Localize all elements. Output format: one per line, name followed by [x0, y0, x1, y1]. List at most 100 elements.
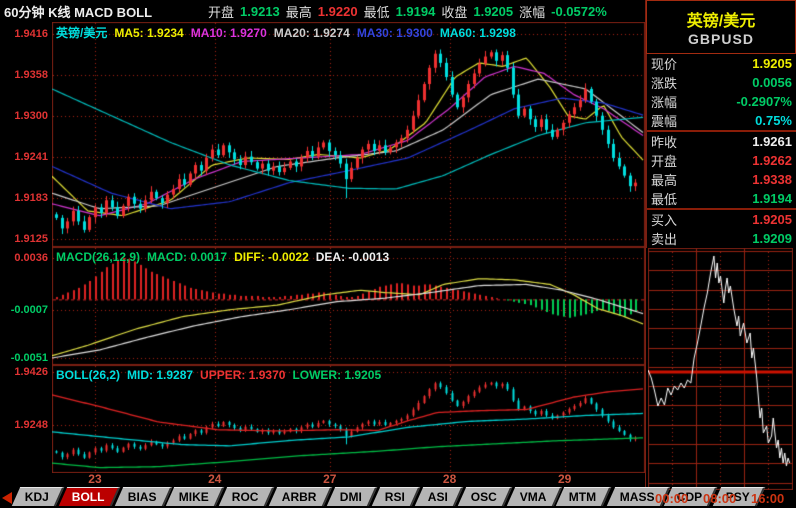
quote-row-label: 最高	[651, 173, 678, 188]
quote-row-label: 昨收	[651, 135, 678, 150]
tab-scroll-left-icon[interactable]	[2, 492, 12, 504]
boll-indicator-chart[interactable]	[52, 365, 645, 473]
quote-row-4: 昨收 1.9261	[647, 132, 796, 151]
quote-row-2: 涨幅 -0.2907%	[647, 92, 796, 111]
x-axis-label-24: 24	[208, 472, 222, 486]
quote-row-value: 1.9205	[752, 56, 792, 71]
tab-boll[interactable]: BOLL	[58, 487, 120, 506]
quote-row-7: 最低 1.9194	[647, 189, 796, 210]
axis-tick-label: 1.9183	[14, 192, 48, 204]
topbar-stat-value-4: -0.0572%	[551, 3, 607, 19]
tab-asi[interactable]: ASI	[414, 487, 463, 506]
macdLegend-item-3: DEA: -0.0013	[315, 250, 390, 264]
quote-header: 英镑/美元 GBPUSD	[646, 0, 796, 54]
quote-row-value: 1.9194	[752, 191, 792, 206]
macdLegend-item-2: DIFF: -0.0022	[234, 250, 309, 264]
quote-row-label: 买入	[651, 213, 678, 228]
topbar-stat-value-3: 1.9205	[473, 3, 514, 19]
quote-row-value: 1.9262	[752, 153, 792, 168]
tab-roc[interactable]: ROC	[219, 487, 275, 506]
tab-vma[interactable]: VMA	[506, 487, 562, 506]
instrument-symbol: GBPUSD	[688, 31, 754, 47]
tab-arbr[interactable]: ARBR	[268, 487, 332, 506]
quote-row-label: 涨幅	[651, 95, 678, 110]
axis-tick-label: 1.9300	[14, 110, 48, 122]
quote-row-9: 卖出 1.9209	[647, 229, 796, 248]
quote-row-label: 现价	[651, 57, 678, 72]
tab-label: MTM	[569, 490, 597, 504]
axis-tick-label: 0.0036	[14, 252, 48, 264]
tab-label: VMA	[519, 490, 547, 504]
intraday-mini-chart[interactable]	[648, 248, 793, 490]
tab-label: BOLL	[71, 490, 105, 504]
boll-legend: BOLL(26,2) MID: 1.9287 UPPER: 1.9370 LOWER:…	[56, 368, 388, 382]
bollLegend-item-1: MID: 1.9287	[127, 368, 194, 382]
quote-row-value: -0.2907%	[736, 94, 792, 109]
main-chart-legend: 英镑/美元 MA5: 1.9234 MA10: 1.9270 MA20: 1.9274…	[56, 24, 523, 41]
tab-kdj[interactable]: KDJ	[11, 487, 65, 506]
quote-row-label: 最低	[651, 192, 678, 207]
tab-label: DMI	[339, 490, 362, 504]
quote-rows: 现价 1.9205 涨跌 0.0056 涨幅 -0.2907% 震幅 0.75% 昨收 1.926…	[646, 54, 796, 248]
x-axis-label-28: 28	[442, 472, 457, 486]
tab-label: ARBR	[281, 490, 317, 504]
topbar-stat-label-3: 收盘	[441, 4, 468, 20]
quote-row-0: 现价 1.9205	[647, 54, 796, 73]
tab-label: OSC	[470, 490, 497, 504]
topbar-stat-value-2: 1.9194	[395, 3, 436, 19]
topbar-stat-label-2: 最低	[363, 4, 390, 20]
bollLegend-item-2: UPPER: 1.9370	[200, 368, 286, 382]
x-axis-label-27: 27	[323, 472, 337, 486]
axis-tick-label: 1.9358	[14, 69, 48, 81]
quote-row-value: 1.9338	[752, 172, 792, 187]
indicator-tab-strip: KDJ BOLL BIAS MIKE ROC ARBR DMI RSI ASI OSC VMA MTM…	[11, 487, 766, 507]
x-axis-label-29: 29	[557, 472, 572, 486]
quote-row-6: 最高 1.9338	[647, 170, 796, 189]
top-status-bar: 60分钟 K线 MACD BOLL 开盘 1.9213 最高 1.9220 最低 1.91…	[0, 0, 796, 22]
time-label-08:00: 08:00	[703, 491, 737, 506]
topbar-stat-label-1: 最高	[285, 4, 312, 20]
bollLegend-item-0: BOLL(26,2)	[56, 368, 121, 382]
macdLegend-item-0: MACD(26,12,9)	[56, 250, 141, 264]
tab-mtm[interactable]: MTM	[556, 487, 612, 506]
panel-divider	[645, 0, 646, 490]
chart-title: 60分钟 K线 MACD BOLL	[4, 4, 153, 20]
tab-osc[interactable]: OSC	[457, 487, 512, 506]
mainLegend-item-1: MA5: 1.9234	[114, 26, 184, 40]
tab-label: KDJ	[24, 490, 49, 504]
topbar-stat-label-4: 涨幅	[519, 4, 546, 20]
axis-tick-label: -0.0051	[10, 352, 48, 364]
quote-row-8: 买入 1.9205	[647, 210, 796, 229]
quote-row-3: 震幅 0.75%	[647, 111, 796, 132]
axis-tick-label: -0.0007	[10, 304, 48, 316]
tab-rsi[interactable]: RSI	[371, 487, 420, 506]
quote-row-label: 震幅	[651, 114, 678, 129]
topbar-stat-label-0: 开盘	[208, 4, 235, 20]
bollLegend-item-3: LOWER: 1.9205	[292, 368, 382, 382]
tab-bias[interactable]: BIAS	[114, 487, 172, 506]
main-candlestick-chart[interactable]	[52, 22, 645, 247]
axis-tick-label: 1.9416	[14, 28, 48, 40]
macd-indicator-chart[interactable]	[52, 247, 645, 365]
time-label-00:00: 00:00	[655, 491, 689, 506]
mainLegend-item-4: MA30: 1.9300	[356, 26, 433, 40]
quote-row-value: 0.75%	[755, 113, 792, 128]
axis-tick-label: 1.9241	[14, 151, 48, 163]
tab-label: ROC	[232, 490, 259, 504]
axis-tick-label: 1.9426	[14, 366, 48, 378]
tab-mike[interactable]: MIKE	[166, 487, 225, 506]
mainLegend-item-5: MA60: 1.9298	[439, 26, 516, 40]
macdLegend-item-1: MACD: 0.0017	[147, 250, 228, 264]
quote-row-value: 0.0056	[752, 75, 792, 90]
mainLegend-item-3: MA20: 1.9274	[273, 26, 350, 40]
tab-dmi[interactable]: DMI	[326, 487, 377, 506]
quote-row-label: 涨跌	[651, 76, 678, 91]
topbar-stat-value-0: 1.9213	[240, 3, 280, 19]
tab-label: RSI	[384, 490, 405, 504]
quote-row-label: 卖出	[651, 232, 678, 247]
tab-label: ASI	[427, 490, 448, 504]
quote-row-1: 涨跌 0.0056	[647, 73, 796, 92]
tab-label: BIAS	[127, 490, 157, 504]
time-label-16:00: 16:00	[751, 491, 785, 506]
